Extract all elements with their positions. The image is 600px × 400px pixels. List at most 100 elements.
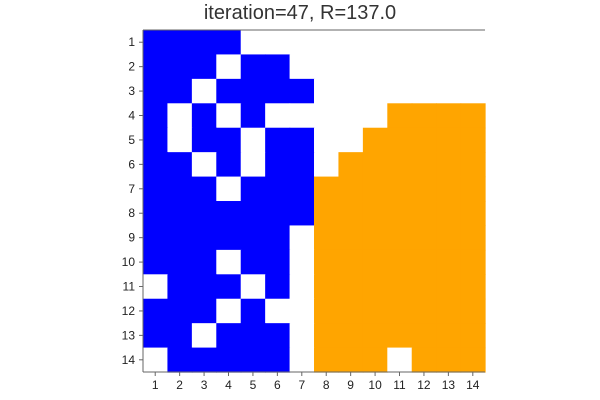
grid-cell [460,152,486,178]
grid-cell [167,201,193,227]
row-tick-label: 12 [122,304,136,318]
grid-cell [411,298,437,324]
row-tick-label: 6 [128,157,135,171]
grid-cell [265,225,291,251]
grid-cell [436,225,462,251]
grid-cell [362,78,388,104]
grid-cell [167,274,193,300]
grid-cell [362,201,388,227]
grid-cell [265,298,291,324]
grid-cell [240,152,266,178]
grid-cell [191,347,217,373]
grid-cell [167,176,193,202]
grid-cell [167,249,193,275]
grid-cell [387,274,413,300]
grid-cell [289,54,315,80]
grid-cell [411,347,437,373]
grid-cell [338,347,364,373]
grid-cell [338,323,364,349]
grid-cell [387,249,413,275]
grid-cell [240,274,266,300]
grid-cell [143,201,169,227]
grid-cell [362,298,388,324]
col-tick-label: 6 [274,378,281,392]
row-tick-label: 1 [128,35,135,49]
col-tick-label: 4 [225,378,232,392]
grid-cell [436,249,462,275]
grid-cell [289,201,315,227]
row-tick-label: 11 [123,280,136,294]
grid-cell [167,127,193,153]
grid-cell [460,30,486,56]
row-tick-label: 4 [128,109,135,123]
grid-cell [240,30,266,56]
grid-cell [387,103,413,129]
grid-cell [436,78,462,104]
grid-cell [191,78,217,104]
grid-cell [289,103,315,129]
grid-cell [314,176,340,202]
grid-cell [143,347,169,373]
grid-cell [216,54,242,80]
grid-cell [338,30,364,56]
grid-cell [362,249,388,275]
grid-cell [436,274,462,300]
grid-cell [314,30,340,56]
grid-cell [387,176,413,202]
grid-cell [314,78,340,104]
row-tick-label: 5 [128,133,135,147]
grid-cell [289,176,315,202]
row-tick-label: 7 [128,182,135,196]
grid-cell [387,78,413,104]
grid-cell [411,152,437,178]
grid-cell [436,127,462,153]
grid-cell [240,201,266,227]
grid-cell [314,347,340,373]
grid-cell [143,127,169,153]
col-tick-label: 14 [466,378,480,392]
grid-cell [338,176,364,202]
grid-cell [387,225,413,251]
grid-cell [167,78,193,104]
grid-cell [387,347,413,373]
grid-cell [460,78,486,104]
grid-cell [314,103,340,129]
grid-cell [216,127,242,153]
grid-cell [191,30,217,56]
grid-cell [265,78,291,104]
grid-cell [411,323,437,349]
grid-cell [216,201,242,227]
grid-cell [216,103,242,129]
grid-cell [436,176,462,202]
grid-cell [362,347,388,373]
grid-cell [289,347,315,373]
grid-cell [216,78,242,104]
grid-cell [436,201,462,227]
grid-cell [314,323,340,349]
grid-cell [265,201,291,227]
grid-cell [216,347,242,373]
grid-cell [338,249,364,275]
grid-cell [436,347,462,373]
grid-cell [216,298,242,324]
grid-cell [362,30,388,56]
row-tick-label: 8 [128,206,135,220]
grid-cell [338,298,364,324]
grid-cell [460,298,486,324]
grid-cell [362,152,388,178]
grid-cell [265,152,291,178]
grid-cell [167,54,193,80]
grid-cell [216,323,242,349]
grid-cell [216,152,242,178]
grid-cell [240,103,266,129]
grid-cell [289,323,315,349]
grid-cell [362,127,388,153]
grid-cell [167,323,193,349]
grid-cell [143,78,169,104]
cells-layer [143,30,486,373]
grid-cell [362,176,388,202]
grid-cell [191,201,217,227]
grid-cell [191,274,217,300]
grid-cell [191,176,217,202]
